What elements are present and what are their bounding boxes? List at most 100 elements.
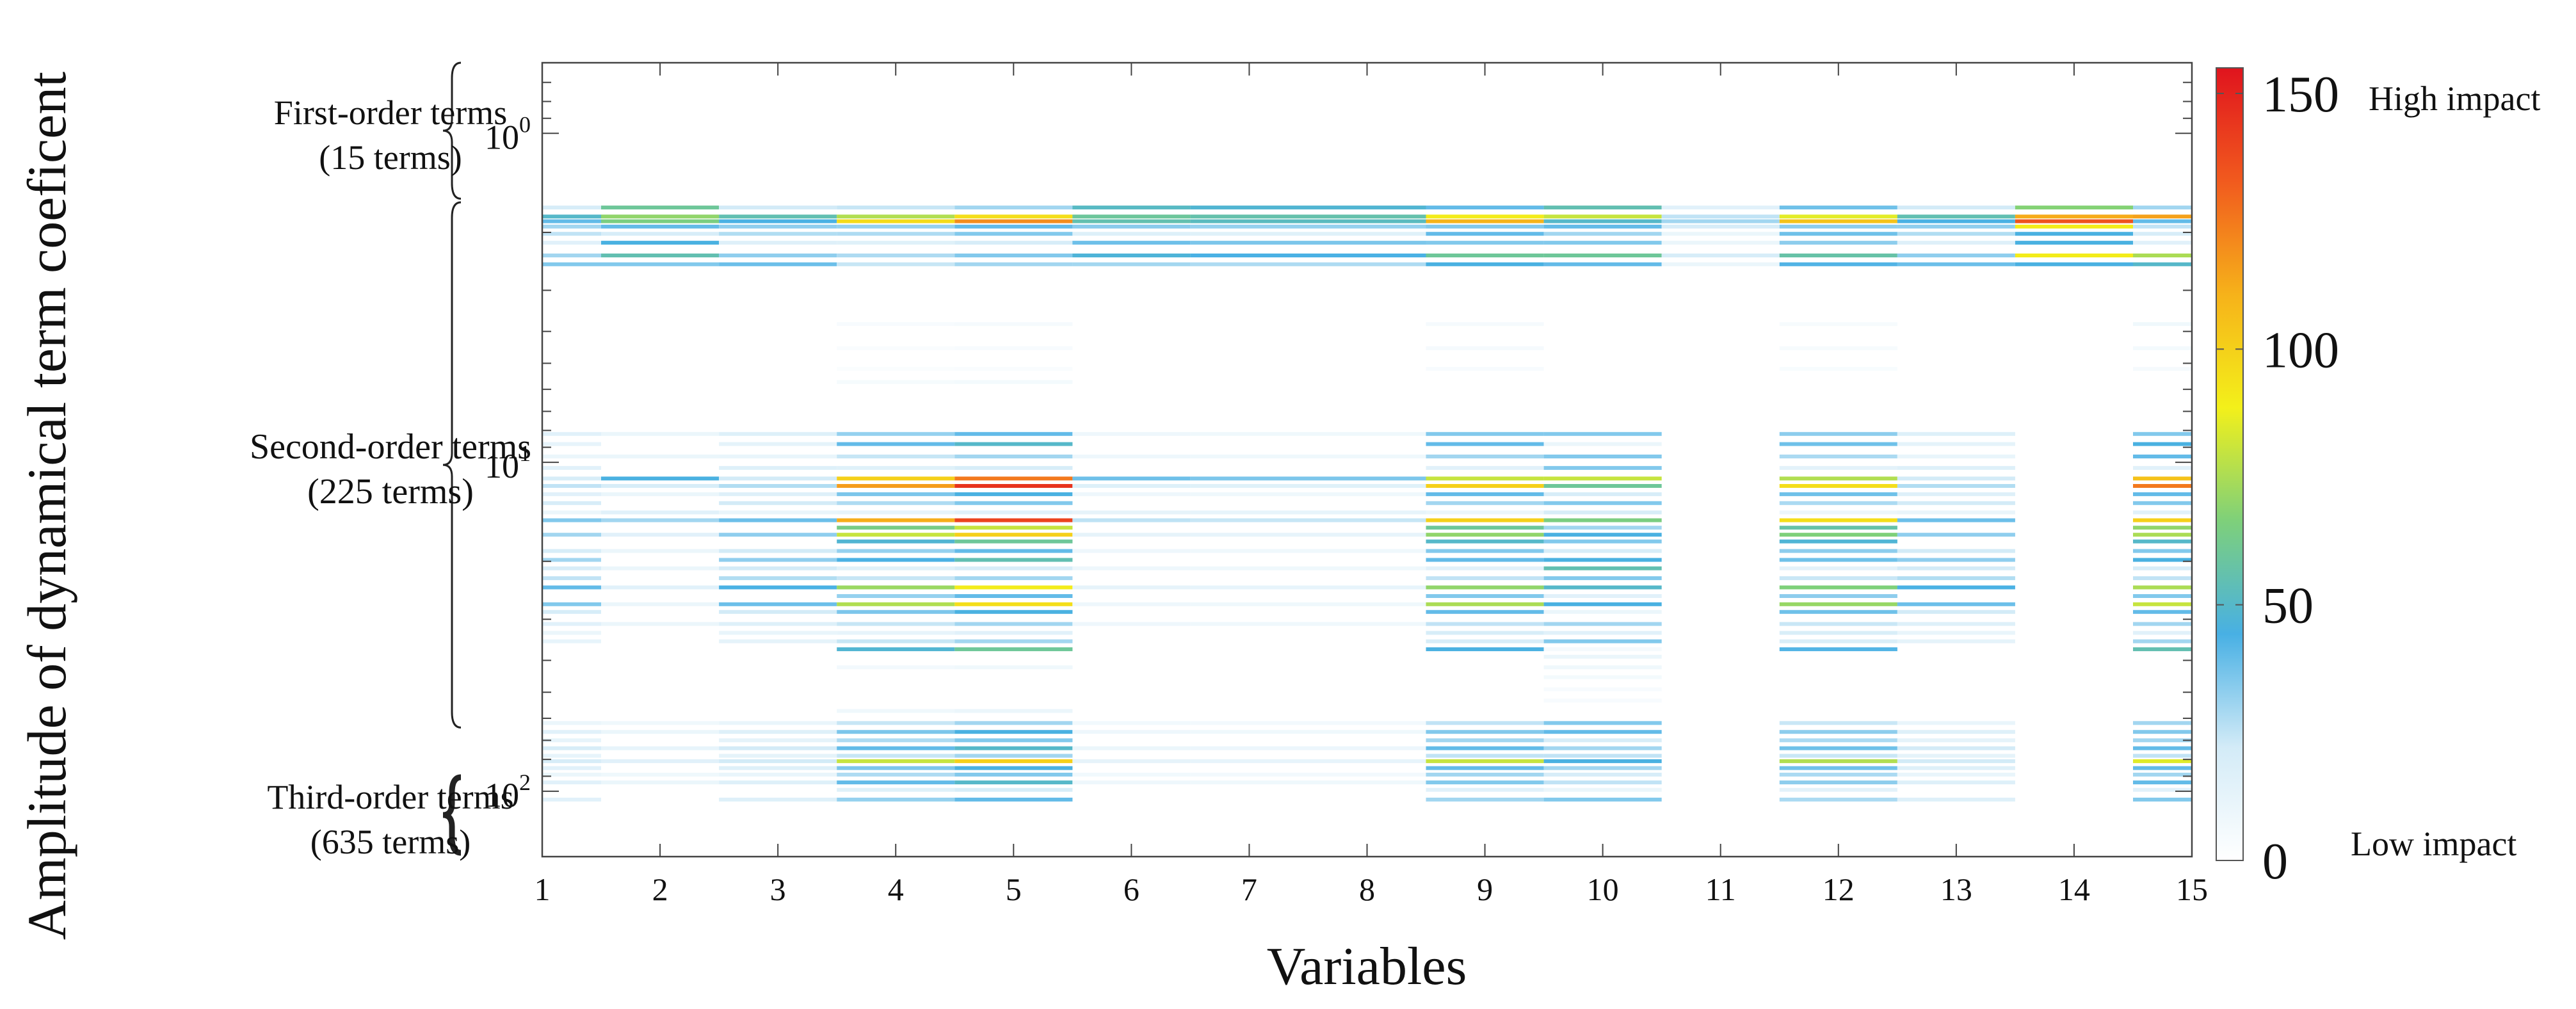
heatmap-cell [1308, 214, 1426, 219]
heatmap-cell [1897, 442, 2015, 446]
y-tick-label: 102 [485, 770, 531, 814]
heatmap-cell [2015, 254, 2133, 257]
heatmap-cell [1190, 585, 1308, 590]
heatmap-cell [1661, 214, 1780, 219]
heatmap-cell [837, 241, 955, 245]
heatmap-cell [542, 455, 601, 458]
heatmap-cell [719, 476, 837, 481]
heatmap-cell [1897, 224, 2015, 229]
heatmap-cell [954, 501, 1073, 505]
heatmap-cell [837, 510, 955, 515]
heatmap-cell [1779, 609, 1897, 614]
heatmap-cell [954, 609, 1073, 614]
heatmap-cell [601, 476, 720, 481]
heatmap-cell [1543, 721, 1662, 725]
heatmap-cell [2133, 721, 2192, 725]
heatmap-cell [542, 639, 601, 643]
heatmap-cell [1779, 787, 1897, 792]
heatmap-cell [954, 746, 1073, 750]
x-tick-label: 11 [1705, 871, 1736, 907]
heatmap-cell [2133, 746, 2192, 750]
heatmap-cell [954, 594, 1073, 598]
heatmap-cell [601, 759, 720, 763]
heatmap-cell [1426, 766, 1544, 770]
heatmap-cell [601, 549, 720, 553]
heatmap-cell [1779, 484, 1897, 488]
heatmap-cell [1543, 533, 1662, 537]
heatmap-cell [1426, 746, 1544, 750]
heatmap-cell [601, 206, 720, 210]
heatmap-cell [837, 772, 955, 777]
heatmap-cell [2133, 533, 2192, 537]
heatmap-cell [837, 759, 955, 763]
heatmap-cell [1426, 214, 1544, 219]
heatmap-cell [837, 721, 955, 725]
heatmap-cell [2133, 492, 2192, 496]
heatmap-cell [1543, 476, 1662, 481]
heatmap-cell [1897, 780, 2015, 785]
heatmap-cell [1543, 455, 1662, 458]
heatmap-cell [1543, 232, 1662, 236]
heatmap-cell [1072, 224, 1191, 229]
heatmap-cell [1543, 609, 1662, 614]
heatmap-cell [1779, 254, 1897, 257]
heatmap-cell [601, 721, 720, 725]
heatmap-cell [719, 232, 837, 236]
heatmap-cell [1779, 780, 1897, 785]
heatmap-cell [1426, 492, 1544, 496]
heatmap-cell [954, 558, 1073, 562]
heatmap-cell [542, 492, 601, 496]
heatmap-cell [1779, 206, 1897, 210]
heatmap-cell [1426, 780, 1544, 785]
heatmap-cell [1426, 759, 1544, 763]
heatmap-cell [1543, 214, 1662, 219]
heatmap-cell [542, 772, 601, 777]
heatmap-cell [1543, 797, 1662, 802]
heatmap-cell [542, 241, 601, 245]
heatmap-cell [1543, 539, 1662, 544]
heatmap-cell [1426, 594, 1544, 598]
heatmap-cell [2133, 322, 2192, 327]
heatmap-cell [1543, 759, 1662, 763]
heatmap-cell [837, 367, 955, 371]
heatmap-cell [1426, 455, 1544, 458]
heatmap-cell [1779, 721, 1897, 725]
heatmap-cell [1426, 262, 1544, 266]
heatmap-cell [1543, 558, 1662, 562]
heatmap-cell [1897, 241, 2015, 245]
heatmap-cell [1897, 501, 2015, 505]
heatmap-cell [719, 738, 837, 743]
heatmap-cell [1897, 759, 2015, 763]
heatmap-cell [1779, 772, 1897, 777]
y-tick-label: 101 [485, 440, 531, 485]
heatmap-cell [1897, 455, 2015, 458]
heatmap-cell [2133, 224, 2192, 229]
heatmap-cell [2133, 518, 2192, 522]
heatmap-cell [837, 219, 955, 223]
heatmap-cell [1543, 687, 1662, 691]
heatmap-cell [1661, 262, 1780, 266]
heatmap-cell [719, 766, 837, 770]
heatmap-cell [601, 262, 720, 266]
heatmap-cell [1897, 219, 2015, 223]
heatmap-cell [837, 709, 955, 713]
heatmap-cell [1779, 566, 1897, 570]
heatmap-cell [1072, 254, 1191, 257]
heatmap-cell [954, 492, 1073, 496]
heatmap-cell [1190, 772, 1308, 777]
group-brace [442, 201, 462, 729]
heatmap-cell [1543, 780, 1662, 785]
heatmap-cell [2133, 754, 2192, 758]
colorbar-high-label: High impact [2369, 79, 2540, 118]
heatmap-cell [1661, 241, 1780, 245]
heatmap-cell [837, 585, 955, 590]
heatmap-cell [837, 746, 955, 750]
heatmap-cell [837, 787, 955, 792]
heatmap-cell [719, 465, 837, 470]
heatmap-cell [1308, 206, 1426, 210]
heatmap-cell [1190, 241, 1308, 245]
heatmap-cell [1426, 772, 1544, 777]
heatmap-cell [1543, 241, 1662, 245]
heatmap-cell [1897, 206, 2015, 210]
heatmap-cell [2133, 432, 2192, 436]
